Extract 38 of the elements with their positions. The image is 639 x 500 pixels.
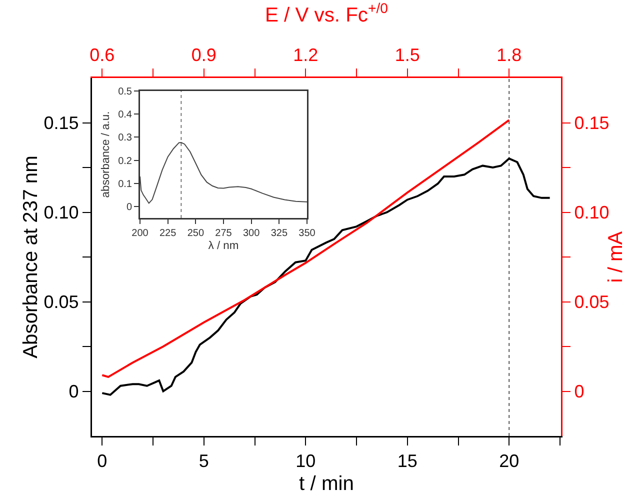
y-tick-label: 0.1	[118, 178, 132, 190]
line-series	[140, 142, 307, 204]
x2-tick-label: 1.5	[394, 45, 420, 66]
y-axis-title: Absorbance at 237 nm	[20, 156, 42, 358]
y-tick-label: 0.3	[118, 132, 132, 144]
x-tick-label: 250	[187, 228, 204, 239]
x2-tick-label: 1.8	[496, 45, 522, 66]
y-tick-label: 0.5	[118, 86, 132, 98]
x-tick-label: 20	[499, 451, 520, 472]
x-axis-title: λ / nm	[208, 240, 239, 252]
x-tick-label: 225	[159, 228, 177, 239]
y2-tick-label: 0.05	[574, 292, 610, 312]
y-axis-title: absorbance / a.u.	[100, 111, 112, 198]
x-tick-label: 300	[242, 228, 260, 239]
y2-axis-title: i / mA	[604, 230, 627, 283]
x-tick-label: 350	[298, 228, 316, 239]
y-tick-label: 0.4	[118, 110, 132, 121]
y2-tick-label: 0.15	[574, 113, 610, 134]
x-tick-label: 5	[198, 451, 209, 472]
x-axis-title: t / min	[299, 472, 354, 495]
x-tick-label: 200	[132, 228, 149, 239]
y-tick-label: 0.05	[44, 292, 79, 312]
x-tick-label: 15	[397, 451, 418, 472]
y-tick-label: 0.15	[44, 113, 79, 134]
x2-tick-label: 0.6	[90, 45, 115, 66]
y2-tick-label: 0	[574, 382, 584, 402]
x-tick-label: 325	[270, 228, 288, 239]
y-tick-label: 0.10	[44, 202, 79, 223]
x2-tick-label: 1.2	[293, 45, 318, 66]
x2-tick-label: 0.9	[191, 45, 216, 66]
y-tick-label: 0.2	[118, 156, 132, 167]
x-tick-label: 275	[215, 228, 232, 239]
y2-tick-label: 0.10	[574, 202, 610, 223]
x2-axis-title: E / V vs. Fc$^{+/0}$	[264, 0, 388, 26]
y-tick-label: 0	[126, 202, 132, 213]
y-tick-label: 0	[68, 382, 79, 402]
x-tick-label: 0	[97, 451, 108, 472]
x-tick-label: 10	[296, 451, 316, 472]
